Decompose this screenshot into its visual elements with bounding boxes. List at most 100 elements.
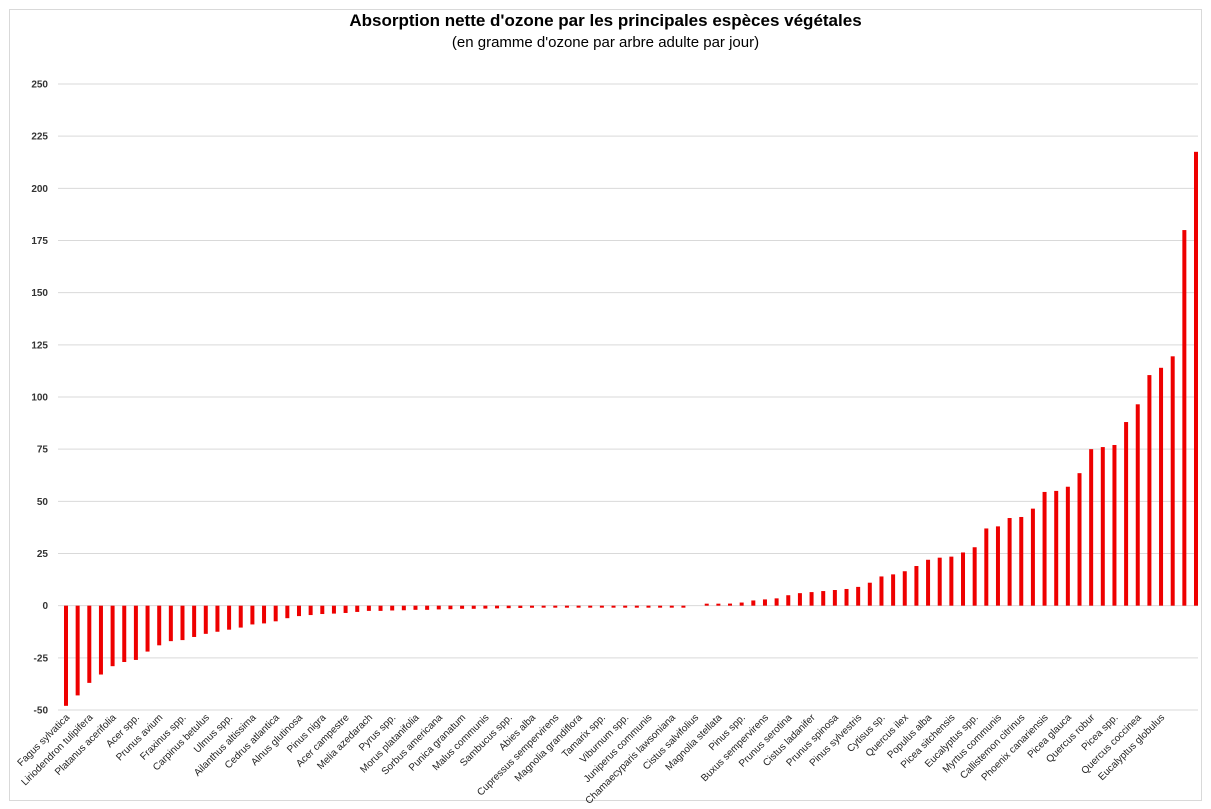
bar xyxy=(623,605,628,608)
bar xyxy=(821,591,826,606)
bar xyxy=(448,605,453,610)
bar xyxy=(1042,491,1047,606)
y-tick-label: 175 xyxy=(31,236,48,247)
bar xyxy=(168,605,173,642)
bar xyxy=(64,605,68,706)
bar xyxy=(1159,367,1164,606)
bar xyxy=(867,582,872,606)
chart-title: Absorption nette d'ozone par les princip… xyxy=(349,11,862,30)
y-tick-label: 225 xyxy=(31,132,48,143)
bar xyxy=(891,574,896,606)
bar xyxy=(611,605,616,608)
bar xyxy=(553,605,558,608)
bar xyxy=(110,605,115,667)
bar xyxy=(972,547,977,606)
bar xyxy=(809,592,814,606)
bar xyxy=(716,603,721,606)
bar xyxy=(646,605,651,608)
bar xyxy=(1077,473,1082,606)
y-tick-label: 0 xyxy=(42,601,48,612)
bar xyxy=(1170,356,1175,606)
bar xyxy=(436,605,441,610)
bar xyxy=(203,605,208,634)
y-tick-label: 150 xyxy=(31,288,48,299)
bar xyxy=(75,605,80,696)
bar xyxy=(739,602,744,606)
bar xyxy=(331,605,336,614)
y-tick-label: 125 xyxy=(31,340,48,351)
bar xyxy=(634,605,639,608)
bar xyxy=(926,559,931,606)
gridlines xyxy=(58,83,1198,711)
bar xyxy=(413,605,418,610)
bar xyxy=(145,605,150,652)
bar xyxy=(157,605,162,646)
bar xyxy=(902,571,907,606)
bar xyxy=(762,599,767,606)
y-tick-label: 250 xyxy=(31,80,48,91)
bar xyxy=(658,605,663,608)
bar xyxy=(425,605,430,610)
bar xyxy=(797,593,802,606)
bar xyxy=(133,605,138,660)
bar xyxy=(343,605,348,613)
bar xyxy=(1135,404,1140,606)
bar xyxy=(215,605,220,632)
bar xyxy=(355,605,360,612)
bar xyxy=(576,605,581,608)
bar xyxy=(506,605,511,609)
bar xyxy=(495,605,500,609)
bar xyxy=(192,605,197,637)
bar xyxy=(669,605,674,608)
bar xyxy=(844,588,849,606)
y-tick-label: 100 xyxy=(31,393,48,404)
bar xyxy=(1147,375,1152,606)
bar xyxy=(728,603,733,606)
bar xyxy=(1065,486,1070,606)
bar xyxy=(401,605,406,611)
bar xyxy=(995,526,1000,606)
y-tick-label: 25 xyxy=(37,549,49,560)
bar xyxy=(949,556,954,606)
bar xyxy=(1182,230,1187,606)
bar xyxy=(366,605,371,611)
bar xyxy=(1019,516,1024,606)
bar xyxy=(786,595,791,606)
y-tick-label: -25 xyxy=(34,653,49,664)
bar xyxy=(87,605,92,683)
bar xyxy=(1112,444,1117,606)
bar xyxy=(320,605,325,615)
bar xyxy=(378,605,383,611)
bar xyxy=(937,557,942,606)
bar xyxy=(518,605,523,608)
bar xyxy=(285,605,290,619)
bar xyxy=(529,605,534,608)
bar xyxy=(832,590,837,606)
bar xyxy=(588,605,593,608)
bar xyxy=(460,605,465,609)
bar xyxy=(1124,422,1129,606)
bar xyxy=(122,605,127,663)
bar xyxy=(1100,447,1105,606)
bar xyxy=(1054,490,1059,606)
bar xyxy=(250,605,255,625)
bar xyxy=(273,605,278,622)
bars xyxy=(64,151,1198,706)
bar xyxy=(751,600,756,606)
chart-subtitle: (en gramme d'ozone par arbre adulte par … xyxy=(451,34,760,51)
bar xyxy=(308,605,313,616)
bar xyxy=(227,605,232,630)
bar xyxy=(914,566,919,606)
bar xyxy=(856,586,861,606)
bar xyxy=(296,605,301,617)
bar xyxy=(541,605,546,608)
bar xyxy=(599,605,604,608)
bar xyxy=(98,605,103,675)
bar xyxy=(471,605,476,609)
bar xyxy=(238,605,243,628)
y-axis-ticks: -50 -25 0 25 50 75 100 125 150 175 200 225 250 xyxy=(31,80,48,717)
bar xyxy=(1007,518,1012,606)
chart-frame xyxy=(9,9,1202,801)
bar xyxy=(390,605,395,611)
